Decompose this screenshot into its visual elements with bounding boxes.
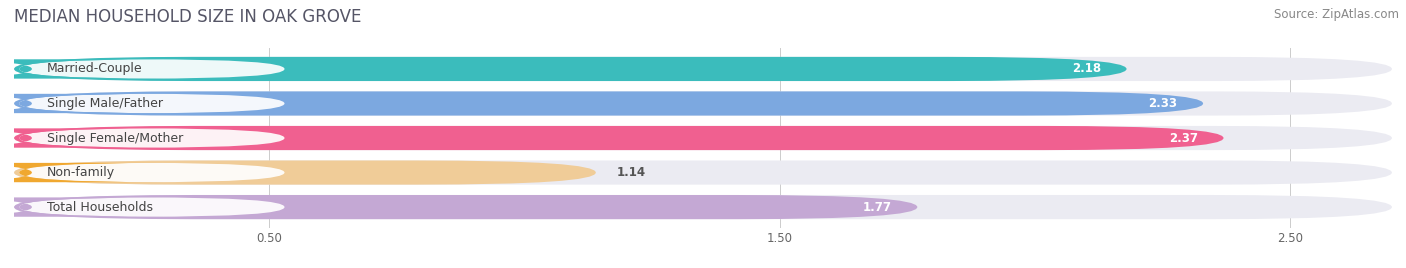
FancyBboxPatch shape: [14, 161, 596, 185]
Text: 2.18: 2.18: [1071, 62, 1101, 76]
FancyBboxPatch shape: [0, 163, 162, 182]
Text: Single Male/Father: Single Male/Father: [48, 97, 163, 110]
FancyBboxPatch shape: [14, 195, 917, 219]
FancyBboxPatch shape: [20, 59, 284, 79]
Text: 2.37: 2.37: [1168, 132, 1198, 144]
FancyBboxPatch shape: [20, 94, 284, 113]
FancyBboxPatch shape: [0, 198, 162, 217]
FancyBboxPatch shape: [14, 126, 1392, 150]
Text: Single Female/Mother: Single Female/Mother: [48, 132, 183, 144]
FancyBboxPatch shape: [0, 59, 162, 79]
FancyBboxPatch shape: [14, 195, 1392, 219]
Text: 1.77: 1.77: [863, 200, 891, 214]
FancyBboxPatch shape: [20, 163, 284, 182]
FancyBboxPatch shape: [14, 161, 1392, 185]
Text: 2.33: 2.33: [1149, 97, 1178, 110]
FancyBboxPatch shape: [20, 128, 284, 148]
Text: MEDIAN HOUSEHOLD SIZE IN OAK GROVE: MEDIAN HOUSEHOLD SIZE IN OAK GROVE: [14, 8, 361, 26]
FancyBboxPatch shape: [20, 198, 284, 217]
Text: Non-family: Non-family: [48, 166, 115, 179]
FancyBboxPatch shape: [14, 91, 1392, 116]
Text: Source: ZipAtlas.com: Source: ZipAtlas.com: [1274, 8, 1399, 21]
FancyBboxPatch shape: [14, 91, 1204, 116]
FancyBboxPatch shape: [0, 128, 162, 148]
Text: Total Households: Total Households: [48, 200, 153, 214]
FancyBboxPatch shape: [14, 126, 1223, 150]
Text: Married-Couple: Married-Couple: [48, 62, 143, 76]
FancyBboxPatch shape: [0, 94, 162, 113]
FancyBboxPatch shape: [14, 57, 1392, 81]
Text: 1.14: 1.14: [616, 166, 645, 179]
FancyBboxPatch shape: [14, 57, 1126, 81]
